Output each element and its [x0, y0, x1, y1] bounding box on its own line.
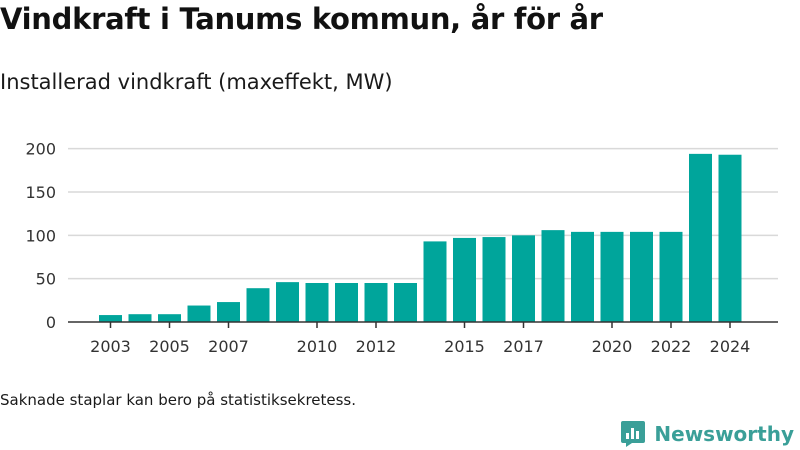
y-tick-label: 200 [25, 140, 56, 159]
y-tick-labels: 0 50 100 150 200 [25, 140, 56, 332]
bars [99, 153, 742, 322]
newsworthy-logo-icon [621, 421, 646, 447]
bar-2008 [246, 288, 270, 322]
y-tick-label: 50 [36, 270, 56, 289]
bar-2019 [571, 231, 594, 322]
bar-2005 [158, 314, 181, 322]
bar-2007 [217, 302, 240, 322]
bar-2018 [541, 230, 565, 322]
bar-2010 [305, 283, 329, 322]
bar-2024 [718, 154, 742, 322]
bar-2009 [276, 282, 299, 322]
x-tick-label: 2007 [208, 337, 249, 356]
y-tick-label: 0 [46, 313, 56, 332]
bar-2003 [99, 315, 122, 322]
bar-2022 [659, 231, 683, 322]
bar-2017 [512, 235, 535, 322]
bar-2013 [394, 283, 417, 322]
x-tick-label: 2005 [149, 337, 190, 356]
x-tick-label: 2012 [356, 337, 397, 356]
x-tick-label: 2024 [710, 337, 751, 356]
brand-name: Newsworthy [654, 422, 794, 446]
x-tick-label: 2022 [651, 337, 692, 356]
x-axis [68, 321, 778, 328]
bar-2015 [453, 237, 476, 322]
x-tick-label: 2015 [444, 337, 485, 356]
x-tick-label: 2020 [592, 337, 633, 356]
bar-chart: 0 50 100 150 200 2003 2005 2007 2010 2012 2015 201… [25, 140, 778, 356]
footnote: Saknade staplar kan bero på statistiksek… [0, 391, 357, 409]
x-tick-label: 2003 [90, 337, 131, 356]
chart-title: Vindkraft i Tanums kommun, år för år [0, 2, 603, 36]
y-tick-label: 100 [25, 226, 56, 245]
newsworthy-brand[interactable]: Newsworthy [620, 420, 794, 448]
bar-2020 [600, 231, 624, 322]
bar-2011 [335, 283, 358, 322]
bar-2023 [689, 153, 712, 322]
bar-2012 [364, 283, 388, 322]
bar-2004 [128, 314, 152, 322]
x-tick-labels: 2003 2005 2007 2010 2012 2015 2017 2020 2022 2024 [90, 337, 750, 356]
chart-subtitle: Installerad vindkraft (maxeffekt, MW) [0, 70, 393, 94]
bar-2016 [482, 237, 506, 322]
bar-2021 [630, 231, 653, 322]
y-tick-label: 150 [25, 183, 56, 202]
x-tick-label: 2017 [503, 337, 544, 356]
x-tick-label: 2010 [297, 337, 338, 356]
bar-2006 [187, 305, 211, 322]
bar-2014 [423, 241, 447, 322]
